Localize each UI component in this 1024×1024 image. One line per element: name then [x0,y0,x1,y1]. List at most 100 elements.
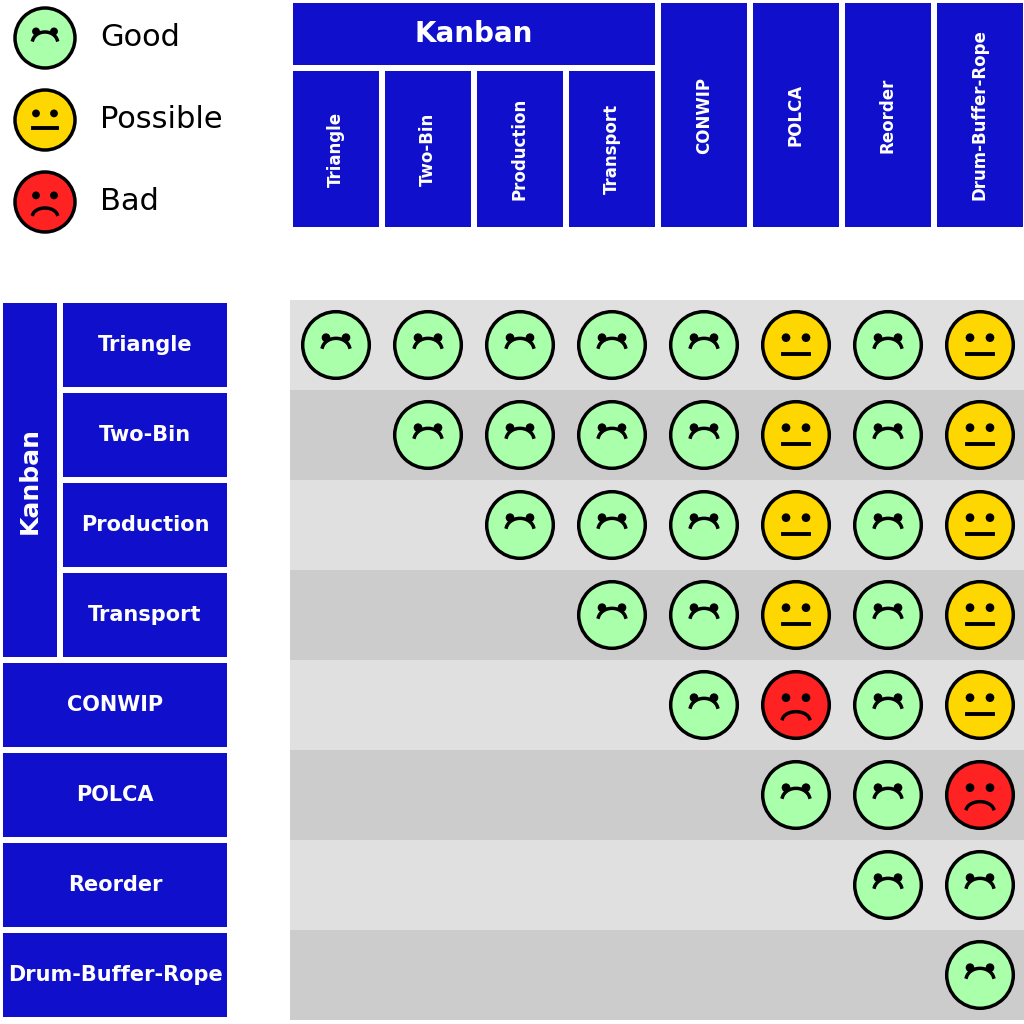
Circle shape [802,693,810,702]
Text: Reorder: Reorder [68,874,162,895]
Text: POLCA: POLCA [76,785,154,805]
Circle shape [32,110,40,118]
Circle shape [671,311,737,378]
Circle shape [617,334,627,342]
Circle shape [986,334,994,342]
Circle shape [15,90,75,150]
Circle shape [855,401,922,468]
Circle shape [763,672,829,738]
Circle shape [579,492,645,558]
Text: CONWIP: CONWIP [67,695,163,715]
Circle shape [802,334,810,342]
Circle shape [690,334,698,342]
Circle shape [303,311,370,378]
Circle shape [873,513,883,522]
Circle shape [710,603,718,612]
Circle shape [947,311,1014,378]
Circle shape [802,423,810,432]
Circle shape [671,492,737,558]
Circle shape [873,334,883,342]
Circle shape [617,513,627,522]
Circle shape [506,513,514,522]
Circle shape [947,672,1014,738]
Circle shape [433,423,442,432]
Text: Drum-Buffer-Rope: Drum-Buffer-Rope [971,30,989,201]
Circle shape [50,191,58,200]
Text: Triangle: Triangle [97,335,193,355]
Circle shape [855,852,922,919]
Circle shape [710,513,718,522]
Circle shape [894,513,902,522]
Circle shape [763,492,829,558]
Circle shape [802,513,810,522]
Circle shape [986,693,994,702]
Circle shape [710,693,718,702]
Circle shape [781,783,791,792]
Bar [63,303,227,387]
Bar [293,71,379,227]
Circle shape [781,513,791,522]
Circle shape [671,672,737,738]
Circle shape [802,783,810,792]
Circle shape [671,401,737,468]
Circle shape [966,693,975,702]
Circle shape [966,334,975,342]
Circle shape [781,334,791,342]
Bar [385,71,471,227]
Text: Transport: Transport [88,605,202,625]
Circle shape [710,334,718,342]
Circle shape [966,603,975,612]
Circle shape [32,28,40,35]
Circle shape [394,311,461,378]
Circle shape [894,423,902,432]
Circle shape [579,311,645,378]
Bar [290,570,1024,660]
Bar [290,840,1024,930]
Circle shape [671,582,737,648]
Circle shape [855,582,922,648]
Circle shape [947,762,1014,828]
Circle shape [894,334,902,342]
Circle shape [525,513,535,522]
Circle shape [855,492,922,558]
Circle shape [506,423,514,432]
Bar [63,393,227,477]
Circle shape [894,873,902,882]
Circle shape [579,401,645,468]
Bar [63,573,227,657]
Circle shape [781,423,791,432]
Circle shape [873,873,883,882]
Circle shape [986,423,994,432]
Circle shape [763,762,829,828]
Bar [753,3,839,227]
Circle shape [873,423,883,432]
Bar [63,483,227,567]
Circle shape [873,693,883,702]
Circle shape [986,513,994,522]
Text: Two-Bin: Two-Bin [419,113,437,185]
Circle shape [617,603,627,612]
Text: Transport: Transport [603,104,621,195]
Circle shape [15,8,75,68]
Circle shape [986,873,994,882]
Circle shape [617,423,627,432]
Bar [477,71,563,227]
Circle shape [947,582,1014,648]
Circle shape [763,582,829,648]
Circle shape [966,964,975,972]
Bar [3,663,227,746]
Bar [290,660,1024,750]
Bar [290,930,1024,1020]
Circle shape [15,172,75,232]
Text: Kanban: Kanban [18,427,42,534]
Text: Production: Production [511,98,529,200]
Circle shape [32,191,40,200]
Text: Kanban: Kanban [415,20,534,48]
Circle shape [322,334,331,342]
Circle shape [690,603,698,612]
Circle shape [486,401,553,468]
Circle shape [763,401,829,468]
Text: Possible: Possible [100,105,222,134]
Circle shape [966,873,975,882]
Circle shape [894,783,902,792]
